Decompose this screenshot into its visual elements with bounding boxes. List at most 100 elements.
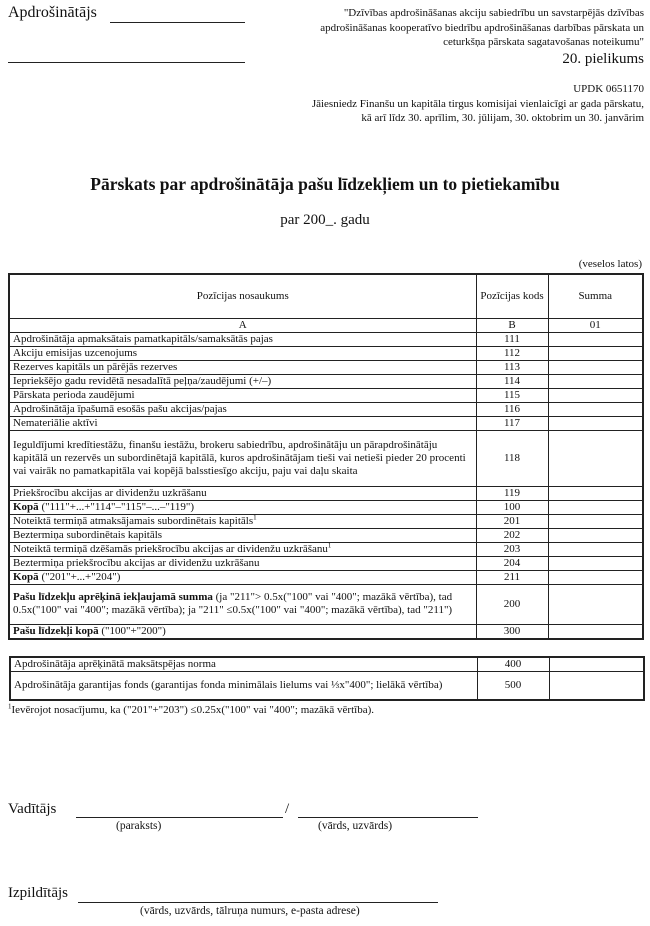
submit-line: kā arī līdz 30. aprīlim, 30. jūlijam, 30… <box>361 112 644 124</box>
table-row: Nemateriālie aktīvi 117 <box>8 415 644 431</box>
row-label-text: Iepriekšējo gadu revidētā nesadalītā peļ… <box>13 374 272 387</box>
row-label: Apdrošinātāja īpašumā esošās pašu akcija… <box>8 401 477 417</box>
row-sum-input[interactable] <box>547 485 644 501</box>
submit-line: Jāiesniedz Finanšu un kapitāla tirgus ko… <box>311 97 644 110</box>
row-label: Apdrošinātāja apmaksātais pamatkapitāls/… <box>8 331 477 347</box>
row-sum-input[interactable] <box>547 569 644 585</box>
regulation-reference: "Dzīvības apdrošināšanas akciju sabiedrī… <box>320 6 644 68</box>
form-code: UPDK 0651170 <box>573 83 644 95</box>
row-label-text: Rezerves kapitāls un pārējās rezerves <box>13 360 178 373</box>
row-label: Nemateriālie aktīvi <box>8 415 477 431</box>
row-sum-input[interactable] <box>547 429 644 487</box>
table-row: Kopā ("201"+...+"204") 211 <box>8 569 644 585</box>
row-sum-input[interactable] <box>547 345 644 361</box>
table-row: Noteiktā termiņā dzēšamās priekšrocību a… <box>8 541 644 557</box>
insurer-name-field[interactable] <box>110 22 245 23</box>
row-sum-input[interactable] <box>547 623 644 639</box>
row-label-text: Beztermiņa subordinētais kapitāls <box>13 528 163 541</box>
row-sum-input[interactable] <box>547 527 644 543</box>
table-row: Akciju emisijas uzcenojums 112 <box>8 345 644 361</box>
table-row: Priekšrocību akcijas ar dividenžu uzkrāš… <box>8 485 644 501</box>
row-code: 112 <box>475 345 549 361</box>
row-label-text: ("201"+...+"204") <box>38 570 121 583</box>
table-index-row: A B 01 <box>8 317 644 333</box>
row-sum-input[interactable] <box>547 387 644 403</box>
report-period: par 200_. gadu <box>280 212 370 228</box>
row-sum-input[interactable] <box>547 541 644 557</box>
row-sum-input[interactable] <box>547 415 644 431</box>
row-sum-input[interactable] <box>548 671 645 700</box>
own-funds-table: Pozīcijas nosaukums Pozīcijas kods Summa… <box>8 273 644 640</box>
row-label: Pašu līdzekļi kopā ("100"+"200") <box>8 623 477 639</box>
manager-signature-field[interactable] <box>76 817 283 818</box>
manager-name-field[interactable] <box>298 817 478 818</box>
row-sum-input[interactable] <box>548 656 645 672</box>
row-label: Noteiktā termiņā atmaksājamais subordinē… <box>8 513 477 529</box>
row-label: Beztermiņa subordinētais kapitāls <box>8 527 477 543</box>
row-label: Iepriekšējo gadu revidētā nesadalītā peļ… <box>8 373 477 389</box>
row-sum-input[interactable] <box>547 401 644 417</box>
table-row: Pašu līdzekļu aprēķinā iekļaujamā summa … <box>8 583 644 625</box>
row-sum-input[interactable] <box>547 331 644 347</box>
unit-note: (veselos latos) <box>578 258 642 270</box>
name-caption: (vārds, uzvārds) <box>318 820 393 832</box>
row-code: 111 <box>475 331 549 347</box>
footnote-mark: 1 <box>8 702 12 711</box>
row-label: Apdrošinātāja garantijas fonds (garantij… <box>9 671 478 700</box>
submission-info: UPDK 0651170 Jāiesniedz Finanšu un kapit… <box>312 82 644 126</box>
row-label-text: Beztermiņa priekšrocību akcijas ar divid… <box>13 556 260 569</box>
preparer-field[interactable] <box>78 902 438 903</box>
row-label: Noteiktā termiņā dzēšamās priekšrocību a… <box>8 541 477 557</box>
row-code: 100 <box>475 499 549 515</box>
footnote: 1Ievērojot nosacījumu, ka ("201"+"203") … <box>8 702 374 716</box>
footnote-text: Ievērojot nosacījumu, ka ("201"+"203") ≤… <box>11 704 374 716</box>
row-code: 113 <box>475 359 549 375</box>
table-row: Beztermiņa priekšrocību akcijas ar divid… <box>8 555 644 571</box>
column-header-code: Pozīcijas kods <box>475 273 549 319</box>
row-sum-input[interactable] <box>547 373 644 389</box>
row-sum-input[interactable] <box>547 583 644 625</box>
row-label-bold: Kopā <box>13 570 39 583</box>
row-label: Pārskata perioda zaudējumi <box>8 387 477 403</box>
row-sum-input[interactable] <box>547 499 644 515</box>
table-header-row: Pozīcijas nosaukums Pozīcijas kods Summa <box>8 273 644 319</box>
row-code: 116 <box>475 401 549 417</box>
row-label: Beztermiņa priekšrocību akcijas ar divid… <box>8 555 477 571</box>
row-label: Apdrošinātāja aprēķinātā maksātspējas no… <box>9 656 478 672</box>
row-label: Kopā ("201"+...+"204") <box>8 569 477 585</box>
row-label-text: Apdrošinātāja apmaksātais pamatkapitāls/… <box>13 332 273 345</box>
row-code: 211 <box>475 569 549 585</box>
row-sum-input[interactable] <box>547 513 644 529</box>
page-title: Pārskats par apdrošinātāja pašu līdzekļi… <box>90 174 560 194</box>
signature-caption: (paraksts) <box>116 820 162 832</box>
table-row: Apdrošinātāja aprēķinātā maksātspējas no… <box>9 656 645 672</box>
index-cell: 01 <box>547 317 644 333</box>
row-code: 203 <box>475 541 549 557</box>
row-label: Ieguldījumi kredītiestāžu, finanšu iestā… <box>8 429 477 487</box>
row-sum-input[interactable] <box>547 555 644 571</box>
regulation-line: "Dzīvības apdrošināšanas akciju sabiedrī… <box>343 7 644 19</box>
row-label-text: Pārskata perioda zaudējumi <box>13 388 135 401</box>
row-label: Pašu līdzekļu aprēķinā iekļaujamā summa … <box>8 583 477 625</box>
manager-label: Vadītājs <box>8 801 57 817</box>
row-sum-input[interactable] <box>547 359 644 375</box>
index-cell: A <box>8 317 477 333</box>
separator: / <box>285 801 290 817</box>
row-code: 400 <box>476 656 550 672</box>
solvency-table: Apdrošinātāja aprēķinātā maksātspējas no… <box>9 656 645 701</box>
row-label-text: Ieguldījumi kredītiestāžu, finanšu iestā… <box>13 438 466 477</box>
row-code: 201 <box>475 513 549 529</box>
row-code: 202 <box>475 527 549 543</box>
table-row: Beztermiņa subordinētais kapitāls 202 <box>8 527 644 543</box>
row-label-text: Apdrošinātāja īpašumā esošās pašu akcija… <box>13 402 227 415</box>
table-row: Apdrošinātāja īpašumā esošās pašu akcija… <box>8 401 644 417</box>
insurer-extra-field[interactable] <box>8 62 245 63</box>
row-label-text: Akciju emisijas uzcenojums <box>13 346 138 359</box>
row-code: 119 <box>475 485 549 501</box>
row-label-text: ("111"+...+"114"–"115"–...–"119") <box>38 500 195 513</box>
column-header-sum: Summa <box>547 273 644 319</box>
row-label: Kopā ("111"+...+"114"–"115"–...–"119") <box>8 499 477 515</box>
table-row: Ieguldījumi kredītiestāžu, finanšu iestā… <box>8 429 644 487</box>
table-row: Iepriekšējo gadu revidētā nesadalītā peļ… <box>8 373 644 389</box>
row-code: 115 <box>475 387 549 403</box>
